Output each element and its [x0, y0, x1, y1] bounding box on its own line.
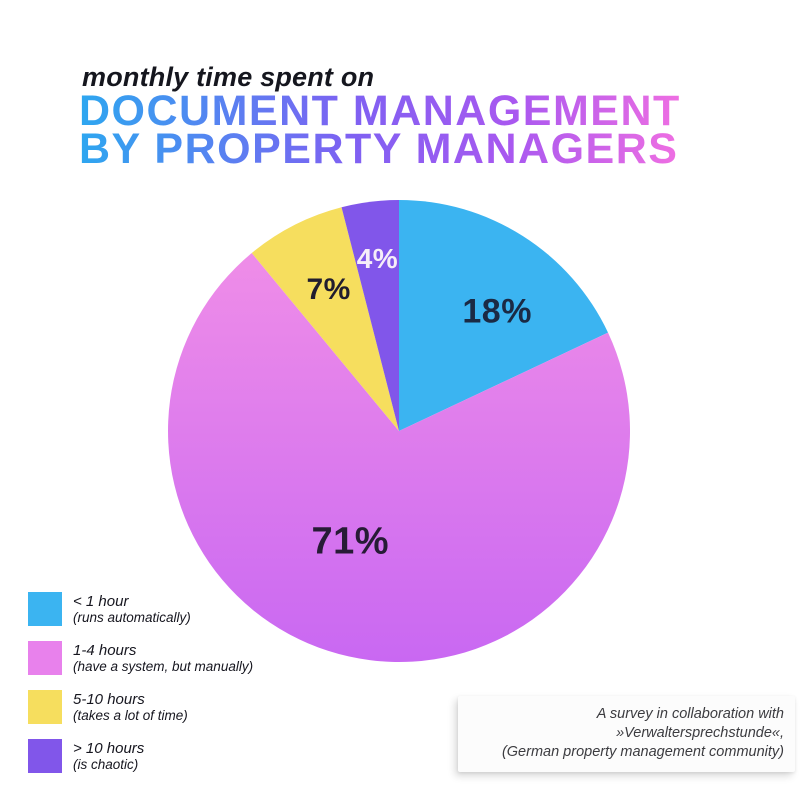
legend-item-3: 5-10 hours (takes a lot of time)	[28, 690, 253, 724]
legend-label-2: 1-4 hours	[73, 642, 137, 659]
pie-data-label-4: 4%	[356, 243, 399, 275]
legend-swatch-3	[28, 690, 62, 724]
pie-data-label-2: 71%	[311, 520, 390, 563]
legend-swatch-1	[28, 592, 62, 626]
legend-text-1: < 1 hour (runs automatically)	[73, 592, 191, 626]
caption-line-1: A survey in collaboration with	[596, 706, 784, 722]
pie-svg	[168, 200, 630, 662]
legend-sublabel-2: (have a system, but manually)	[73, 659, 254, 674]
pie-data-label-3: 7%	[306, 272, 351, 306]
legend-sublabel-1: (runs automatically)	[73, 610, 191, 625]
legend-sublabel-3: (takes a lot of time)	[73, 708, 188, 723]
legend-label-1: < 1 hour	[73, 593, 129, 610]
legend-item-1: < 1 hour (runs automatically)	[28, 592, 253, 626]
legend-item-2: 1-4 hours (have a system, but manually)	[28, 641, 253, 675]
title-line-2: BY PROPERTY MANAGERS	[79, 125, 679, 173]
legend-sublabel-4: (is chaotic)	[73, 757, 139, 772]
legend-text-4: > 10 hours (is chaotic)	[73, 739, 144, 773]
legend: < 1 hour (runs automatically) 1-4 hours (ha…	[28, 592, 253, 773]
legend-text-3: 5-10 hours (takes a lot of time)	[73, 690, 188, 724]
pie-slice-4	[341, 200, 399, 431]
legend-item-4: > 10 hours (is chaotic)	[28, 739, 253, 773]
pie-slice-2	[168, 253, 630, 662]
legend-label-3: 5-10 hours	[73, 691, 145, 708]
pie-slice-3	[251, 207, 399, 431]
pie-chart: 18% 71% 7% 4%	[168, 200, 630, 662]
legend-swatch-4	[28, 739, 62, 773]
legend-swatch-2	[28, 641, 62, 675]
kicker-text: monthly time spent on	[82, 62, 375, 92]
pie-slice-1	[399, 200, 609, 431]
legend-label-4: > 10 hours	[73, 740, 145, 757]
caption-line-3: (German property management community)	[501, 744, 784, 760]
page-title: DOCUMENT MANAGEMENT BY PROPERTY MANAGERS	[79, 92, 681, 168]
survey-caption: A survey in collaboration with »Verwalte…	[458, 696, 795, 772]
pie-data-label-1: 18%	[462, 292, 532, 331]
legend-text-2: 1-4 hours (have a system, but manually)	[73, 641, 253, 675]
caption-line-2: »Verwaltersprechstunde«,	[616, 725, 784, 741]
